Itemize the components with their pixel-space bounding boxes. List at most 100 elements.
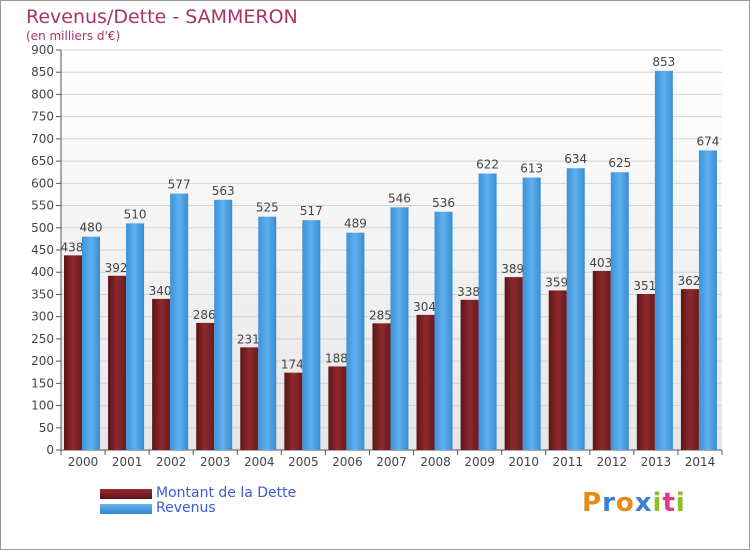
x-tick-label: 2006 — [332, 455, 363, 469]
data-label-dette: 389 — [501, 262, 524, 276]
bar-dette — [284, 372, 303, 450]
x-tick-label: 2011 — [552, 455, 583, 469]
y-tick-label: 300 — [31, 310, 54, 324]
y-tick-label: 650 — [31, 154, 54, 168]
data-label-dette: 286 — [193, 308, 216, 322]
legend-label-dette: Montant de la Dette — [156, 485, 297, 501]
data-label-dette: 285 — [369, 308, 392, 322]
y-tick-label: 500 — [31, 221, 54, 235]
logo-letter: o — [615, 488, 635, 518]
logo-letter: i — [652, 488, 663, 518]
bar-dette — [64, 255, 82, 450]
bar-dette — [460, 299, 479, 450]
data-label-dette: 403 — [589, 256, 612, 270]
data-label-revenus: 853 — [652, 55, 675, 69]
data-label-revenus: 634 — [564, 152, 587, 166]
bar-dette — [504, 277, 523, 450]
legend-label-revenus: Revenus — [156, 500, 216, 516]
data-label-revenus: 674 — [696, 134, 719, 148]
data-label-dette: 188 — [325, 351, 348, 365]
x-tick-label: 2012 — [597, 455, 628, 469]
bar-dette — [548, 290, 567, 450]
bar-dette — [592, 270, 611, 450]
bar-revenus — [610, 172, 629, 450]
data-label-revenus: 536 — [432, 196, 455, 210]
y-tick-label: 450 — [31, 243, 54, 257]
bar-dette — [108, 275, 127, 450]
data-label-revenus: 525 — [256, 201, 279, 215]
x-tick-label: 2009 — [464, 455, 495, 469]
data-label-revenus: 613 — [520, 162, 543, 176]
bar-dette — [680, 289, 699, 450]
bar-revenus — [522, 177, 541, 451]
data-label-dette: 362 — [677, 274, 700, 288]
bar-revenus — [654, 70, 673, 450]
y-tick-label: 550 — [31, 199, 54, 213]
x-tick-label: 2014 — [685, 455, 716, 469]
bar-dette — [240, 347, 259, 450]
y-tick-label: 250 — [31, 332, 54, 346]
bar-revenus — [698, 150, 717, 450]
y-tick-label: 600 — [31, 176, 54, 190]
x-tick-label: 2004 — [244, 455, 275, 469]
logo-letter: t — [662, 488, 676, 518]
x-tick-label: 2001 — [112, 455, 143, 469]
bar-revenus — [478, 173, 497, 451]
data-label-dette: 392 — [105, 261, 128, 275]
y-tick-label: 400 — [31, 265, 54, 279]
logo-letter: P — [582, 488, 603, 518]
x-tick-label: 2002 — [156, 455, 187, 469]
data-label-revenus: 480 — [80, 221, 103, 235]
data-label-revenus: 489 — [344, 217, 367, 231]
data-label-revenus: 510 — [124, 207, 147, 221]
x-tick-label: 2010 — [508, 455, 539, 469]
y-tick-label: 750 — [31, 110, 54, 124]
bar-revenus — [302, 220, 321, 450]
logo-letter: x — [634, 488, 653, 518]
data-label-revenus: 563 — [212, 184, 235, 198]
x-tick-label: 2005 — [288, 455, 319, 469]
data-label-dette: 231 — [237, 332, 260, 346]
bar-revenus — [258, 216, 277, 450]
legend-swatch-dette — [100, 489, 152, 499]
bar-revenus — [390, 207, 409, 450]
y-tick-label: 900 — [31, 43, 54, 57]
data-label-dette: 304 — [413, 300, 436, 314]
data-label-revenus: 517 — [300, 204, 323, 218]
bar-revenus — [170, 193, 189, 451]
bar-dette — [372, 323, 391, 450]
data-label-dette: 340 — [149, 284, 172, 298]
x-tick-label: 2008 — [420, 455, 451, 469]
bar-revenus — [566, 168, 585, 450]
bar-dette — [416, 314, 435, 450]
y-tick-label: 700 — [31, 132, 54, 146]
x-tick-label: 2007 — [376, 455, 407, 469]
logo-letter: i — [675, 488, 686, 518]
y-tick-label: 0 — [46, 443, 54, 457]
bar-dette — [328, 366, 347, 450]
data-label-dette: 338 — [457, 285, 480, 299]
bar-dette — [636, 294, 655, 450]
y-tick-label: 50 — [39, 421, 54, 435]
bar-dette — [152, 298, 171, 450]
y-tick-label: 850 — [31, 65, 54, 79]
legend-swatch-revenus — [100, 504, 152, 514]
data-label-revenus: 546 — [388, 191, 411, 205]
bar-revenus — [214, 199, 233, 450]
data-label-dette: 351 — [633, 279, 656, 293]
y-tick-label: 150 — [31, 376, 54, 390]
y-tick-label: 100 — [31, 399, 54, 413]
logo-letter: r — [602, 488, 616, 518]
data-label-revenus: 622 — [476, 158, 499, 172]
bar-revenus — [126, 223, 145, 450]
x-tick-label: 2013 — [641, 455, 672, 469]
x-tick-label: 2003 — [200, 455, 231, 469]
bar-revenus — [434, 211, 453, 450]
data-label-revenus: 577 — [168, 178, 191, 192]
y-tick-label: 200 — [31, 354, 54, 368]
bar-revenus — [346, 232, 365, 450]
proxiti-logo: Proxiti — [582, 488, 686, 518]
y-tick-label: 350 — [31, 287, 54, 301]
chart-subtitle: (en milliers d'€) — [26, 29, 121, 43]
